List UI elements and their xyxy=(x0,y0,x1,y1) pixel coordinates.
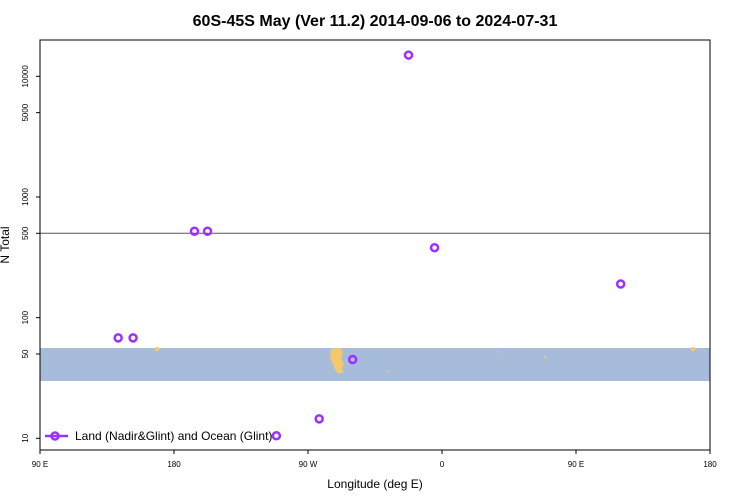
x-tick-label: 90 W xyxy=(299,460,318,469)
y-tick-label: 5000 xyxy=(21,103,30,121)
land-new-zealand-2 xyxy=(690,347,696,351)
x-tick-label: 180 xyxy=(703,460,717,469)
legend-marker xyxy=(50,431,60,441)
plot-frame xyxy=(39,39,711,451)
land-south-georgia xyxy=(387,370,389,372)
data-point-9 xyxy=(202,226,213,237)
chart-title: 60S-45S May (Ver 11.2) 2014-09-06 to 202… xyxy=(193,13,558,30)
land-new-zealand xyxy=(154,347,160,351)
data-point-8 xyxy=(128,333,138,343)
legend: Land (Nadir&Glint) and Ocean (Glint) xyxy=(45,429,272,443)
data-points xyxy=(113,50,626,441)
land-masses xyxy=(154,347,696,374)
x-tick-label: 90 E xyxy=(32,460,48,469)
data-point-6 xyxy=(429,242,440,253)
y-tick-label: 100 xyxy=(21,310,30,324)
latitude-band-ocean xyxy=(40,348,710,381)
legend-label: Land (Nadir&Glint) and Ocean (Glint) xyxy=(75,429,272,443)
land-tierra-del-fuego xyxy=(336,368,342,374)
data-point-7 xyxy=(615,279,626,289)
data-point-5 xyxy=(403,50,414,60)
x-axis-label: Longitude (deg E) xyxy=(327,477,422,491)
land-south-america xyxy=(330,348,345,373)
x-axis: 90 E 180 90 W 0 90 E 180 xyxy=(32,450,717,469)
x-tick-label: 0 xyxy=(440,460,445,469)
y-tick-label: 1000 xyxy=(21,188,30,206)
data-point-1 xyxy=(189,226,200,237)
data-point-4 xyxy=(347,354,358,365)
x-tick-label: 90 E xyxy=(568,460,584,469)
data-point-3 xyxy=(314,414,324,424)
x-tick-label: 180 xyxy=(167,460,181,469)
y-tick-label: 10 xyxy=(21,433,30,442)
y-tick-label: 50 xyxy=(21,349,30,358)
y-axis: 10 50 100 500 1000 5000 10000 xyxy=(21,65,40,443)
y-axis-label: N Total xyxy=(0,226,12,263)
data-point-0 xyxy=(113,333,123,343)
y-tick-label: 500 xyxy=(21,226,30,240)
land-kerguelen xyxy=(543,355,547,359)
plot-area xyxy=(39,39,711,451)
y-tick-label: 10000 xyxy=(21,65,30,88)
land-crozet xyxy=(497,351,499,353)
data-point-2 xyxy=(271,430,282,441)
